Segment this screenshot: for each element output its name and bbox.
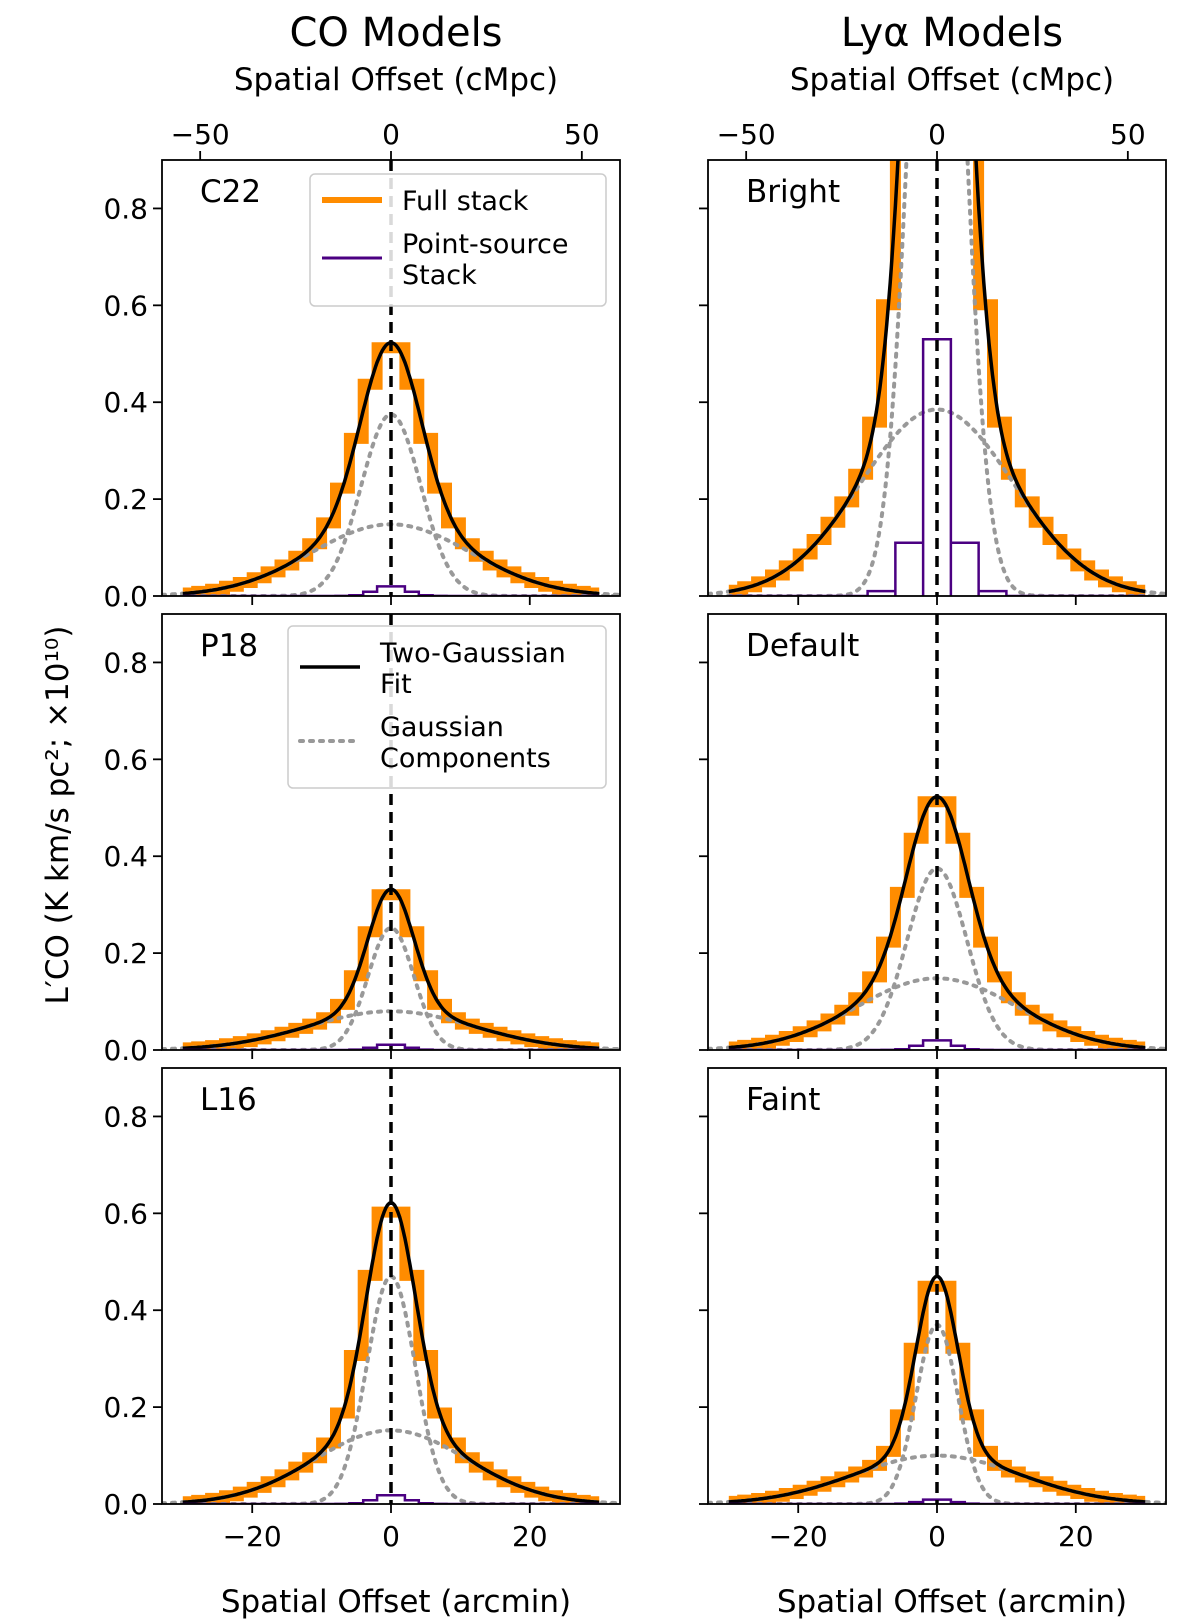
y-tick-label: 0.4 — [103, 386, 148, 419]
x-tick-label: 20 — [512, 1520, 548, 1553]
y-tick-label: 0.0 — [103, 580, 148, 613]
top-tick-label: 50 — [1110, 118, 1146, 151]
top-tick-label: −50 — [171, 118, 230, 151]
bottom-axis-label-left: Spatial Offset (arcmin) — [221, 1584, 571, 1620]
x-tick-label: 20 — [1058, 1520, 1094, 1553]
panel-l16: 0.0 0.2 0.4 0.6 0.8 −20 0 20 L16 — [103, 1067, 621, 1553]
point-source-step — [728, 1039, 1146, 1050]
panel-label: C22 — [200, 174, 261, 210]
plot-area — [708, 160, 1166, 596]
x-tick-label: 0 — [928, 1520, 946, 1553]
point-source-step — [182, 585, 600, 596]
legend-box — [287, 625, 607, 789]
y-tick-label: 0.2 — [103, 1391, 148, 1424]
panel-label: Bright — [746, 174, 840, 210]
col-title-lya: Lyα Models — [841, 10, 1063, 56]
legend-label: Gaussian — [380, 712, 504, 743]
bottom-axis-label-right: Spatial Offset (arcmin) — [777, 1584, 1127, 1620]
plot-area — [162, 160, 620, 596]
two-gaussian-fit — [182, 887, 600, 1050]
col-title-co: CO Models — [289, 10, 502, 56]
y-tick-label: 0.4 — [103, 840, 148, 873]
legend-label: Fit — [380, 669, 412, 700]
two-gaussian-fit — [728, 160, 1146, 594]
y-tick-label: 0.0 — [103, 1488, 148, 1521]
top-tick-label: 50 — [564, 118, 600, 151]
panel-label: Faint — [746, 1082, 820, 1118]
y-tick-label: 0.8 — [103, 646, 148, 679]
panel-bright: −50 0 50 Bright — [699, 118, 1167, 605]
top-tick-label: 0 — [382, 118, 400, 151]
legend-label: Components — [380, 743, 551, 774]
legend-label: Stack — [402, 260, 477, 291]
panel-default: Default — [699, 613, 1167, 1059]
y-tick-label: 0.2 — [103, 483, 148, 516]
y-tick-label: 0.6 — [103, 289, 148, 322]
panel-label: Default — [746, 628, 859, 664]
x-tick-label: −20 — [223, 1520, 282, 1553]
point-source-step — [182, 1043, 600, 1050]
y-tick-label: 0.6 — [103, 1197, 148, 1230]
full-stack-step — [182, 889, 600, 1050]
y-tick-label: 0.8 — [103, 192, 148, 225]
y-tick-label: 0.2 — [103, 937, 148, 970]
panel-label: P18 — [200, 628, 258, 664]
y-tick-label: 0.0 — [103, 1034, 148, 1067]
y-tick-label: 0.4 — [103, 1294, 148, 1327]
legend-label: Point-source — [402, 229, 568, 260]
panel-label: L16 — [200, 1082, 257, 1118]
panel-c22: 0.0 0.2 0.4 0.6 0.8 −50 0 50 C22 Full stack Point-… — [103, 118, 621, 613]
y-tick-label: 0.6 — [103, 743, 148, 776]
top-tick-label: 0 — [928, 118, 946, 151]
y-tick-label: 0.8 — [103, 1100, 148, 1133]
panel-faint: −20 0 20 Faint — [699, 1067, 1167, 1553]
two-gaussian-fit — [182, 1200, 600, 1504]
point-source-step — [728, 337, 1146, 596]
plot-area — [708, 1068, 1166, 1504]
x-tick-label: −20 — [769, 1520, 828, 1553]
point-source-step — [728, 1498, 1146, 1504]
panels: 0.0 0.2 0.4 0.6 0.8 −50 0 50 C22 Full stack Point-… — [103, 118, 1167, 1553]
top-axis-label-left: Spatial Offset (cMpc) — [234, 62, 558, 98]
x-tick-label: 0 — [382, 1520, 400, 1553]
legend-label: Two-Gaussian — [379, 638, 566, 669]
legend-label: Full stack — [402, 186, 529, 217]
legend-box — [309, 173, 607, 307]
y-axis-label: L′CO (K km/s pc²; ×10¹⁰) — [40, 626, 76, 1005]
plot-area — [162, 1068, 620, 1504]
top-axis-label-right: Spatial Offset (cMpc) — [790, 62, 1114, 98]
plot-area — [708, 614, 1166, 1050]
point-source-step — [182, 1494, 600, 1504]
top-tick-label: −50 — [717, 118, 776, 151]
